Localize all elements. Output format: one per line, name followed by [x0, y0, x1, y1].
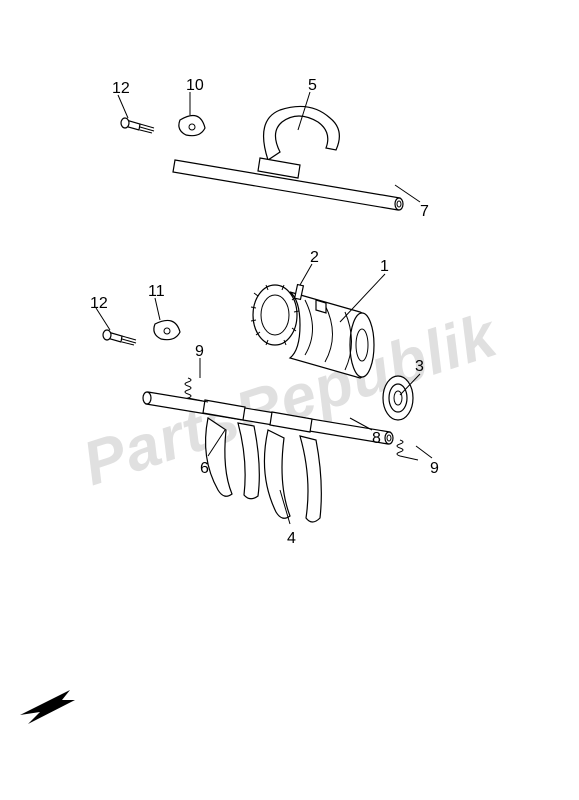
callout-1: 1	[380, 258, 389, 276]
direction-arrow	[20, 690, 75, 724]
callout-9a: 9	[195, 343, 204, 361]
part-spring-9-left	[185, 378, 208, 402]
callout-10: 10	[186, 77, 204, 95]
callout-7: 7	[420, 203, 429, 221]
part-bearing-3	[383, 376, 413, 420]
callout-6: 6	[200, 460, 209, 478]
callout-12a: 12	[112, 80, 130, 98]
part-spring-9-right	[397, 440, 418, 460]
part-fork-5	[258, 106, 339, 178]
diagram-svg	[0, 0, 579, 800]
part-stopper-11	[154, 320, 180, 339]
part-screw-12-upper	[121, 118, 154, 133]
callout-2: 2	[310, 249, 319, 267]
callout-12b: 12	[90, 295, 108, 313]
callout-5: 5	[308, 77, 317, 95]
part-stopper-10	[179, 116, 205, 136]
callout-8: 8	[372, 430, 381, 448]
callout-9b: 9	[430, 460, 439, 478]
callout-4: 4	[287, 530, 296, 548]
callout-11: 11	[148, 283, 165, 301]
diagram-container: PartsRepublik	[0, 0, 579, 800]
part-shift-drum-1	[251, 285, 374, 378]
callout-3: 3	[415, 358, 424, 376]
part-screw-12-lower	[103, 330, 136, 345]
